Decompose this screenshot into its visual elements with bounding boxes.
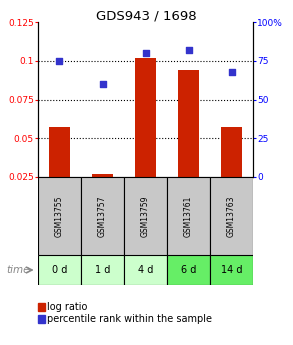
Bar [221,127,242,177]
Point [143,50,148,56]
Bar [178,70,199,177]
Text: GSM13755: GSM13755 [55,195,64,237]
Bar [49,127,70,177]
Text: 0 d: 0 d [52,265,67,275]
Point [229,69,234,75]
Point [57,58,62,63]
Text: GSM13763: GSM13763 [227,195,236,237]
Bar [38,255,81,285]
Bar [38,315,45,323]
Point [100,81,105,87]
Bar [38,177,81,255]
Bar [38,303,45,311]
Text: 4 d: 4 d [138,265,153,275]
Text: 1 d: 1 d [95,265,110,275]
Text: time: time [6,265,29,275]
Bar [92,174,113,177]
Text: 6 d: 6 d [181,265,196,275]
Bar [210,255,253,285]
Text: GDS943 / 1698: GDS943 / 1698 [96,9,197,22]
Bar [210,177,253,255]
Text: log ratio: log ratio [47,302,88,312]
Text: GSM13757: GSM13757 [98,195,107,237]
Bar [135,58,156,177]
Bar [81,177,124,255]
Text: GSM13759: GSM13759 [141,195,150,237]
Bar [124,255,167,285]
Text: percentile rank within the sample: percentile rank within the sample [47,314,212,324]
Text: 14 d: 14 d [221,265,242,275]
Bar [81,255,124,285]
Text: GSM13761: GSM13761 [184,195,193,237]
Bar [124,177,167,255]
Bar [167,177,210,255]
Bar [167,255,210,285]
Point [186,47,191,53]
